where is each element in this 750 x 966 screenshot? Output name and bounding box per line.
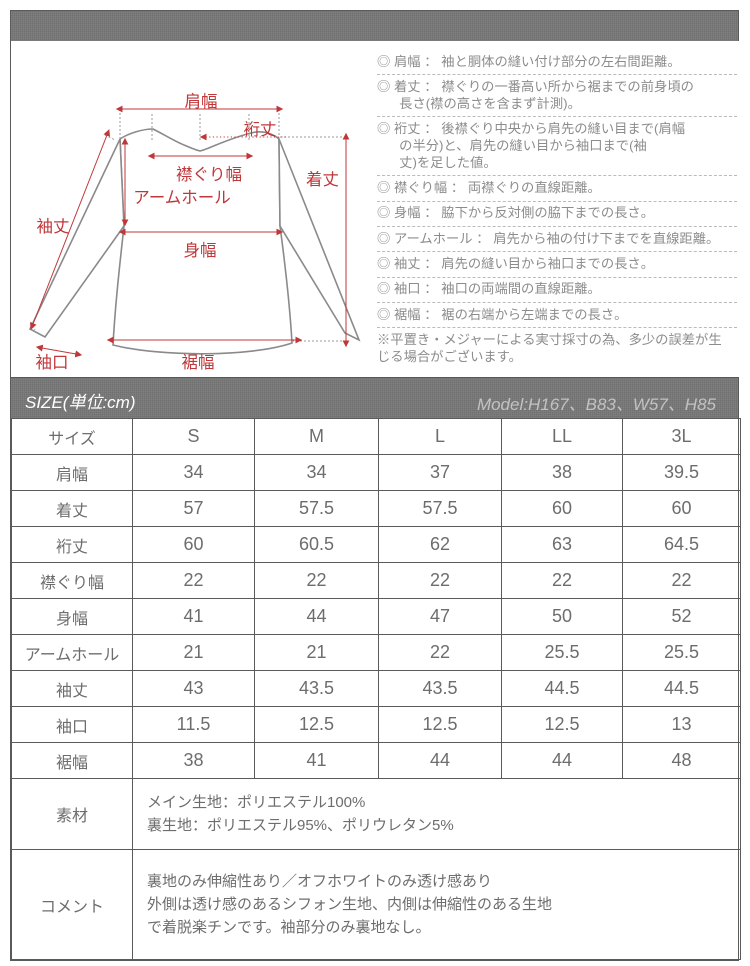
svg-text:裾幅: 裾幅 xyxy=(182,353,215,372)
svg-text:肩幅: 肩幅 xyxy=(185,92,218,111)
svg-text:襟ぐり幅: 襟ぐり幅 xyxy=(176,165,242,184)
svg-text:袖丈: 袖丈 xyxy=(37,217,70,236)
svg-text:アームホール: アームホール xyxy=(133,189,231,207)
svg-text:身幅: 身幅 xyxy=(184,241,217,260)
svg-text:着丈: 着丈 xyxy=(306,170,339,189)
svg-text:袖口: 袖口 xyxy=(36,353,69,372)
svg-text:裄丈: 裄丈 xyxy=(244,120,277,139)
